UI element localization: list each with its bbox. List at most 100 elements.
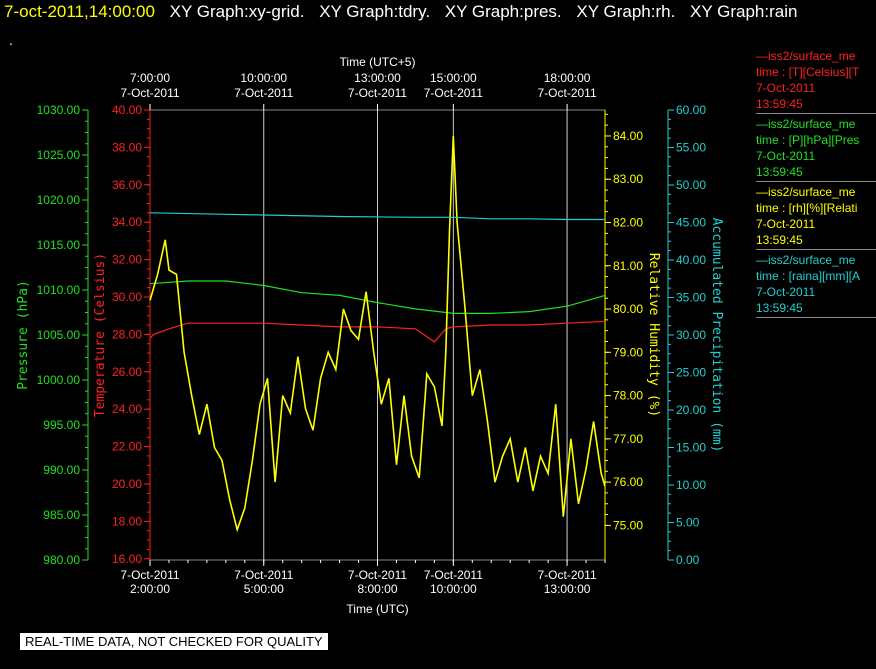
legend-date: 7-Oct-2011 xyxy=(756,149,816,163)
x-tick-time-label: 5:00:00 xyxy=(244,582,284,596)
humidity-tick-label: 79.00 xyxy=(613,345,643,359)
x-tick-date-label: 7-Oct-2011 xyxy=(120,568,179,582)
humidity-tick-label: 83.00 xyxy=(613,172,643,186)
legend-date: 7-Oct-2011 xyxy=(756,81,816,95)
precip-tick-label: 45.00 xyxy=(676,216,706,230)
legend-line1: —iss2/surface_me xyxy=(756,49,856,63)
top-axis-title: Time (UTC+5) xyxy=(340,55,416,69)
pressure-tick-label: 980.00 xyxy=(43,553,80,567)
humidity-tick-label: 81.00 xyxy=(613,259,643,273)
x-tick-time-label: 8:00:00 xyxy=(357,582,397,596)
x-tick-time-label: 13:00:00 xyxy=(544,582,591,596)
precip-tick-label: 35.00 xyxy=(676,291,706,305)
temperature-tick-label: 16.00 xyxy=(112,552,142,566)
pressure-axis-title: Pressure (hPa) xyxy=(16,280,31,390)
x-tick-date-label: 7-Oct-2011 xyxy=(538,568,597,582)
temperature-tick-label: 40.00 xyxy=(112,103,142,117)
temperature-tick-label: 34.00 xyxy=(112,215,142,229)
humidity-axis-title: Relative Humidity (%) xyxy=(646,253,661,417)
temperature-axis-title: Temperature (Celsius) xyxy=(93,253,108,417)
legend-line2: time : [rh][%][Relati xyxy=(756,201,858,215)
top-tick-date-label: 7-Oct-2011 xyxy=(348,86,407,100)
precip-tick-label: 25.00 xyxy=(676,366,706,380)
pressure-tick-label: 985.00 xyxy=(43,508,80,522)
precip-axis-title: Accumulated Precipitation (mm) xyxy=(709,218,724,453)
pressure-tick-label: 995.00 xyxy=(43,418,80,432)
temperature-tick-label: 28.00 xyxy=(112,327,142,341)
precip-tick-label: 20.00 xyxy=(676,403,706,417)
legend-entry: —iss2/surface_me time : [rh][%][Relati 7-O… xyxy=(756,184,876,250)
top-tick-date-label: 7-Oct-2011 xyxy=(234,86,293,100)
x-tick-time-label: 10:00:00 xyxy=(430,582,477,596)
top-tick-date-label: 7-Oct-2011 xyxy=(120,86,179,100)
legend-line2: time : [raina][mm][A xyxy=(756,269,861,283)
temperature-tick-label: 18.00 xyxy=(112,514,142,528)
pressure-tick-label: 1015.00 xyxy=(37,238,81,252)
x-tick-date-label: 7-Oct-2011 xyxy=(348,568,407,582)
humidity-tick-label: 84.00 xyxy=(613,129,643,143)
legend-time: 13:59:45 xyxy=(756,165,803,179)
pressure-tick-label: 1025.00 xyxy=(37,148,81,162)
top-tick-time-label: 13:00:00 xyxy=(354,71,401,85)
legend-line1: —iss2/surface_me xyxy=(756,117,856,131)
legend-entry: —iss2/surface_me time : [raina][mm][A 7-Oc… xyxy=(756,252,876,318)
precip-tick-label: 55.00 xyxy=(676,141,706,155)
pressure-tick-label: 1030.00 xyxy=(37,103,81,117)
humidity-tick-label: 77.00 xyxy=(613,432,643,446)
top-tick-date-label: 7-Oct-2011 xyxy=(538,86,597,100)
temperature-tick-label: 22.00 xyxy=(112,440,142,454)
legend-line1: —iss2/surface_me xyxy=(756,185,856,199)
humidity-tick-label: 75.00 xyxy=(613,518,643,532)
menu-item-tdry[interactable]: XY Graph:tdry. xyxy=(319,2,431,21)
pressure-tick-label: 1000.00 xyxy=(37,373,81,387)
top-tick-time-label: 10:00:00 xyxy=(240,71,287,85)
temperature-tick-label: 20.00 xyxy=(112,477,142,491)
graph-menu: XY Graph:xy-grid. XY Graph:tdry. XY Grap… xyxy=(170,2,808,21)
temperature-tick-label: 24.00 xyxy=(112,402,142,416)
x-tick-date-label: 7-Oct-2011 xyxy=(424,568,483,582)
humidity-tick-label: 82.00 xyxy=(613,216,643,230)
top-tick-time-label: 15:00:00 xyxy=(430,71,477,85)
temperature-tick-label: 30.00 xyxy=(112,290,142,304)
menu-item-rain[interactable]: XY Graph:rain xyxy=(690,2,798,21)
precip-tick-label: 5.00 xyxy=(676,516,700,530)
humidity-tick-label: 76.00 xyxy=(613,475,643,489)
humidity-tick-label: 80.00 xyxy=(613,302,643,316)
legend-time: 13:59:45 xyxy=(756,233,803,247)
precip-tick-label: 15.00 xyxy=(676,441,706,455)
series-line-precip xyxy=(149,212,605,221)
x-tick-time-label: 2:00:00 xyxy=(130,582,170,596)
series-line-humidity xyxy=(149,135,606,533)
temperature-tick-label: 36.00 xyxy=(112,178,142,192)
temperature-tick-label: 38.00 xyxy=(112,140,142,154)
legend: —iss2/surface_me time : [T][Celsius][T 7-O… xyxy=(756,48,876,320)
menu-item-pres[interactable]: XY Graph:pres. xyxy=(444,2,562,21)
top-tick-time-label: 7:00:00 xyxy=(130,71,170,85)
precip-tick-label: 60.00 xyxy=(676,103,706,117)
quality-warning-banner: REAL-TIME DATA, NOT CHECKED FOR QUALITY xyxy=(19,632,329,651)
top-tick-time-label: 18:00:00 xyxy=(544,71,591,85)
menu-item-xy-grid[interactable]: XY Graph:xy-grid. xyxy=(169,2,305,21)
legend-line2: time : [P][hPa][Pres xyxy=(756,133,860,147)
pressure-tick-label: 1005.00 xyxy=(37,328,81,342)
legend-line2: time : [T][Celsius][T xyxy=(756,65,860,79)
top-tick-date-label: 7-Oct-2011 xyxy=(424,86,483,100)
header-bar: 7-oct-2011,14:00:00 XY Graph:xy-grid. XY… xyxy=(0,0,876,30)
precip-tick-label: 10.00 xyxy=(676,478,706,492)
x-axis-title: Time (UTC) xyxy=(346,602,408,616)
humidity-tick-label: 78.00 xyxy=(613,389,643,403)
precip-tick-label: 40.00 xyxy=(676,253,706,267)
legend-time: 13:59:45 xyxy=(756,301,803,315)
header-date-time: 7-oct-2011,14:00:00 xyxy=(4,2,155,21)
temperature-tick-label: 32.00 xyxy=(112,253,142,267)
menu-item-rh[interactable]: XY Graph:rh. xyxy=(576,2,676,21)
legend-time: 13:59:45 xyxy=(756,97,803,111)
series-line-pressure xyxy=(149,280,606,314)
temperature-tick-label: 26.00 xyxy=(112,365,142,379)
pressure-tick-label: 1020.00 xyxy=(37,193,81,207)
legend-line1: —iss2/surface_me xyxy=(756,253,856,267)
precip-tick-label: 30.00 xyxy=(676,328,706,342)
